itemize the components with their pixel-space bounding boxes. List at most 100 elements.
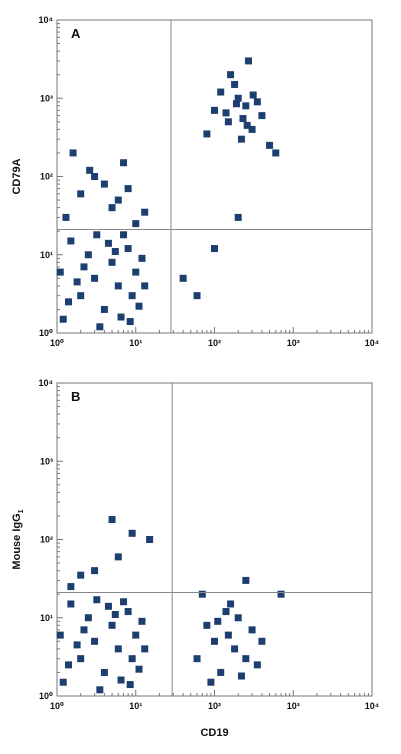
data-point xyxy=(126,318,134,326)
data-point xyxy=(120,598,128,606)
x-tick-label: 10⁰ xyxy=(50,701,64,711)
data-point xyxy=(100,668,108,676)
y-axis-label-main: Mouse IgG xyxy=(11,513,23,569)
data-point xyxy=(111,611,119,619)
data-point xyxy=(84,614,92,622)
y-tick-label: 10¹ xyxy=(40,613,53,623)
data-point xyxy=(80,626,88,634)
data-point xyxy=(217,88,225,96)
data-point xyxy=(141,208,149,216)
data-point xyxy=(266,141,274,149)
x-tick-label: 10³ xyxy=(287,701,300,711)
data-point xyxy=(135,302,143,310)
data-point xyxy=(198,590,206,598)
x-tick-label: 10⁴ xyxy=(365,701,379,711)
data-point xyxy=(237,672,245,680)
data-point xyxy=(248,626,256,634)
data-point xyxy=(120,159,128,167)
data-point xyxy=(77,292,85,300)
y-tick-label: 10⁰ xyxy=(39,328,53,338)
data-point xyxy=(108,204,116,212)
x-tick-label: 10¹ xyxy=(129,338,142,348)
data-point xyxy=(120,231,128,239)
x-tick-label: 10² xyxy=(208,701,221,711)
data-point xyxy=(141,282,149,290)
x-tick-label: 10⁰ xyxy=(50,338,64,348)
data-point xyxy=(253,661,261,669)
data-point xyxy=(231,645,239,653)
y-tick-label: 10⁴ xyxy=(39,15,53,25)
data-point xyxy=(117,676,125,684)
data-point xyxy=(96,686,104,694)
x-tick-label: 10³ xyxy=(287,338,300,348)
data-point xyxy=(207,678,215,686)
data-point xyxy=(237,135,245,143)
data-point xyxy=(117,313,125,321)
data-point xyxy=(67,600,75,608)
data-point xyxy=(126,681,134,689)
panel-label: A xyxy=(71,26,81,41)
x-axis-label: CD19 xyxy=(200,727,228,739)
data-point xyxy=(203,621,211,629)
data-point xyxy=(91,173,99,180)
data-point xyxy=(59,678,67,686)
plot-frame xyxy=(56,19,373,334)
data-point xyxy=(84,251,92,259)
data-point xyxy=(91,567,99,575)
data-point xyxy=(248,125,256,133)
y-axis-label-sub: 1 xyxy=(18,509,25,513)
data-point xyxy=(179,274,187,282)
y-tick-label: 10² xyxy=(40,535,53,545)
data-point xyxy=(227,600,235,608)
data-point xyxy=(141,645,149,653)
data-point xyxy=(56,268,64,276)
y-axis-label: Mouse IgG1 xyxy=(11,509,25,569)
data-point xyxy=(73,641,81,649)
data-point xyxy=(243,121,251,129)
data-point xyxy=(100,180,108,188)
data-point xyxy=(211,637,218,645)
data-point xyxy=(62,213,70,221)
data-point xyxy=(135,665,143,673)
data-point xyxy=(69,149,77,157)
data-point xyxy=(234,614,242,622)
data-point xyxy=(222,109,230,117)
data-point xyxy=(258,637,266,645)
data-point xyxy=(56,631,64,639)
data-point xyxy=(244,57,252,65)
panel-label: B xyxy=(71,389,80,404)
data-point xyxy=(77,190,85,198)
x-tick-label: 10¹ xyxy=(129,701,142,711)
data-point xyxy=(258,112,266,120)
data-point xyxy=(114,645,122,653)
data-point xyxy=(239,115,247,123)
plot-frame xyxy=(56,382,373,697)
data-point xyxy=(234,213,242,221)
data-point xyxy=(93,596,101,604)
data-point xyxy=(138,254,146,262)
data-point xyxy=(91,274,99,282)
data-point xyxy=(77,571,85,579)
data-point xyxy=(234,94,242,102)
data-point xyxy=(217,668,225,676)
data-point xyxy=(132,220,140,228)
data-point xyxy=(132,631,140,639)
y-tick-label: 10² xyxy=(40,172,53,182)
data-point xyxy=(128,655,136,663)
data-point xyxy=(203,130,211,138)
data-point xyxy=(59,315,67,323)
data-point xyxy=(114,282,122,290)
data-point xyxy=(232,100,240,108)
data-point xyxy=(128,292,136,300)
data-point xyxy=(65,661,73,669)
y-tick-label: 10³ xyxy=(40,93,53,103)
data-point xyxy=(272,149,280,157)
y-axis-label: CD79A xyxy=(11,158,23,194)
data-point xyxy=(193,292,201,300)
data-point xyxy=(222,608,230,616)
data-point xyxy=(211,106,218,114)
data-point xyxy=(108,621,116,629)
data-point xyxy=(214,617,222,625)
